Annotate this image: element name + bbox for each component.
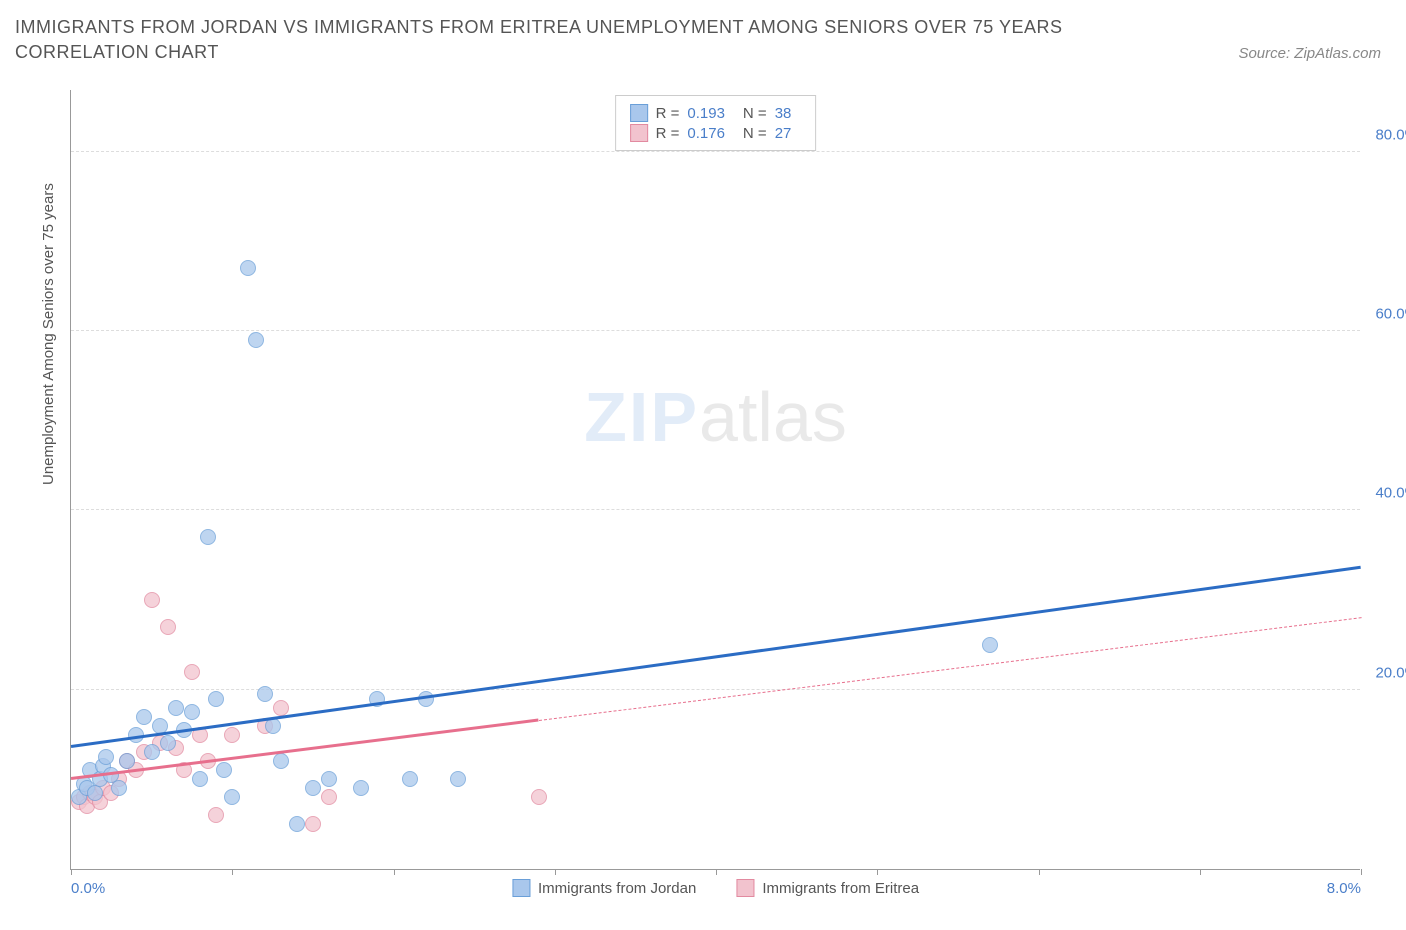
data-point xyxy=(144,744,160,760)
x-tick xyxy=(232,869,233,875)
data-point xyxy=(136,709,152,725)
plot-area: ZIPatlas R = 0.193 N = 38 R = 0.176 N = … xyxy=(70,90,1360,870)
data-point xyxy=(273,753,289,769)
gridline xyxy=(71,330,1360,331)
x-tick xyxy=(1361,869,1362,875)
data-point xyxy=(450,771,466,787)
x-tick xyxy=(71,869,72,875)
data-point xyxy=(208,807,224,823)
swatch-eritrea-icon xyxy=(736,879,754,897)
x-tick xyxy=(1039,869,1040,875)
swatch-jordan xyxy=(630,104,648,122)
legend-item-jordan: Immigrants from Jordan xyxy=(512,879,696,897)
y-tick-label: 40.0% xyxy=(1375,485,1406,502)
source-attribution: Source: ZipAtlas.com xyxy=(1238,45,1381,62)
swatch-jordan-icon xyxy=(512,879,530,897)
data-point xyxy=(216,762,232,778)
data-point xyxy=(111,780,127,796)
legend-label-jordan: Immigrants from Jordan xyxy=(538,880,696,897)
watermark: ZIPatlas xyxy=(584,377,847,457)
data-point xyxy=(160,735,176,751)
gridline xyxy=(71,509,1360,510)
legend-label-eritrea: Immigrants from Eritrea xyxy=(762,880,919,897)
data-point xyxy=(144,592,160,608)
gridline xyxy=(71,151,1360,152)
data-point xyxy=(321,771,337,787)
data-point xyxy=(200,529,216,545)
x-tick xyxy=(877,869,878,875)
data-point xyxy=(305,816,321,832)
data-point xyxy=(98,749,114,765)
data-point xyxy=(273,700,289,716)
bottom-legend: Immigrants from Jordan Immigrants from E… xyxy=(512,879,919,897)
swatch-eritrea xyxy=(630,124,648,142)
data-point xyxy=(224,727,240,743)
data-point xyxy=(257,686,273,702)
data-point xyxy=(184,704,200,720)
y-tick-label: 80.0% xyxy=(1375,126,1406,143)
data-point xyxy=(402,771,418,787)
x-tick xyxy=(394,869,395,875)
correlation-chart: IMMIGRANTS FROM JORDAN VS IMMIGRANTS FRO… xyxy=(15,15,1391,915)
data-point xyxy=(184,664,200,680)
data-point xyxy=(119,753,135,769)
y-tick-label: 60.0% xyxy=(1375,306,1406,323)
data-point xyxy=(289,816,305,832)
data-point xyxy=(208,691,224,707)
data-point xyxy=(240,260,256,276)
data-point xyxy=(353,780,369,796)
x-tick xyxy=(555,869,556,875)
y-axis-label: Unemployment Among Seniors over 75 years xyxy=(40,183,57,485)
stats-legend-box: R = 0.193 N = 38 R = 0.176 N = 27 xyxy=(615,95,817,151)
data-point xyxy=(224,789,240,805)
x-tick xyxy=(1200,869,1201,875)
legend-item-eritrea: Immigrants from Eritrea xyxy=(736,879,919,897)
data-point xyxy=(248,332,264,348)
data-point xyxy=(982,637,998,653)
data-point xyxy=(192,771,208,787)
data-point xyxy=(531,789,547,805)
data-point xyxy=(168,700,184,716)
x-tick-label: 0.0% xyxy=(71,880,105,897)
data-point xyxy=(321,789,337,805)
data-point xyxy=(160,619,176,635)
x-tick-label: 8.0% xyxy=(1327,880,1361,897)
x-tick xyxy=(716,869,717,875)
stats-row-eritrea: R = 0.176 N = 27 xyxy=(630,124,802,142)
stats-row-jordan: R = 0.193 N = 38 xyxy=(630,104,802,122)
trend-line xyxy=(539,617,1361,721)
chart-title: IMMIGRANTS FROM JORDAN VS IMMIGRANTS FRO… xyxy=(15,15,1165,65)
data-point xyxy=(305,780,321,796)
y-tick-label: 20.0% xyxy=(1375,664,1406,681)
